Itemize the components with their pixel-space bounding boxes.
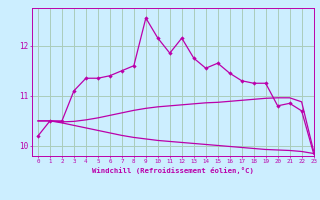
X-axis label: Windchill (Refroidissement éolien,°C): Windchill (Refroidissement éolien,°C) [92,167,254,174]
